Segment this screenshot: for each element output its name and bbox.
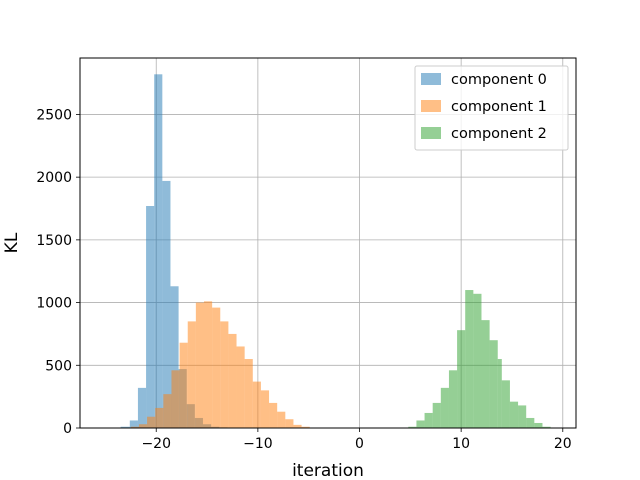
histogram-bar (220, 321, 229, 428)
histogram-bar (138, 424, 148, 428)
histogram-bar (155, 407, 164, 428)
histogram-bar (509, 401, 519, 428)
histogram-bar (408, 426, 417, 428)
legend-label-component-0: component 0 (451, 72, 547, 88)
histogram-bar (285, 419, 294, 428)
legend-frame (414, 65, 569, 151)
histogram-bar (129, 420, 138, 428)
histogram-bars (120, 74, 551, 428)
histogram-bar (147, 416, 156, 428)
y-tick-label: 500 (45, 358, 72, 374)
y-tick-label: 2500 (36, 107, 72, 123)
legend-swatch-component-0 (421, 73, 441, 85)
histogram-bar (120, 426, 130, 428)
y-axis-label: KL (2, 232, 22, 253)
x-tick-label: −10 (243, 436, 273, 452)
histogram-bar (130, 426, 139, 428)
y-tick-label: 1500 (36, 233, 72, 249)
histogram-bar (457, 330, 466, 428)
histogram-bar (171, 370, 180, 428)
x-tick-label: −20 (141, 436, 171, 452)
histogram-bar (448, 370, 458, 428)
histogram-bar (301, 426, 310, 428)
histogram-bar (154, 74, 163, 428)
histogram-bar (481, 320, 490, 428)
y-tick-label: 1000 (36, 296, 72, 312)
legend: component 0 component 1 component 2 (414, 65, 569, 151)
histogram-bar (163, 394, 172, 428)
x-tick-label: 20 (554, 436, 572, 452)
histogram-bar (542, 426, 551, 428)
histogram-bar (518, 405, 527, 428)
axis-ticks: −20 −10 0 10 20 0 500 1000 1500 2000 2500 (36, 107, 571, 452)
x-tick-label: 10 (452, 436, 470, 452)
histogram-bar (252, 381, 261, 428)
legend-label-component-2: component 2 (451, 126, 547, 142)
histogram-bar (195, 302, 204, 428)
histogram-bar (534, 422, 543, 428)
legend-swatch-component-1 (421, 100, 441, 112)
series-2-bars (408, 290, 551, 428)
histogram-bar (473, 293, 482, 428)
histogram-bar (146, 206, 155, 428)
plot-frame (79, 57, 577, 429)
x-tick-label: 0 (355, 436, 364, 452)
legend-swatch-component-2 (421, 127, 441, 139)
histogram-bar (212, 307, 221, 428)
histogram-bar (187, 321, 196, 428)
histogram-bar (236, 346, 245, 428)
histogram-bar (204, 301, 213, 428)
histogram-bar (162, 180, 171, 428)
histogram-bar (465, 290, 474, 428)
x-axis-label: iteration (292, 461, 364, 480)
histogram-bar (501, 380, 510, 428)
histogram-bar (489, 340, 498, 428)
y-tick-label: 2000 (36, 170, 72, 186)
histogram-bar (424, 412, 433, 428)
histogram-bar (432, 402, 441, 428)
histogram-bar (228, 333, 237, 428)
histogram-bar (179, 342, 188, 428)
histogram-bar (170, 286, 179, 428)
histogram-bar (416, 420, 425, 428)
histogram-bar (293, 424, 302, 428)
histogram-bar (526, 417, 535, 428)
histogram-bar (260, 390, 270, 428)
histogram-bar (277, 411, 286, 428)
histogram-bar (244, 359, 253, 428)
legend-label-component-1: component 1 (451, 99, 547, 115)
histogram-bar (137, 387, 147, 428)
histogram-bar (269, 402, 278, 428)
y-tick-label: 0 (63, 421, 72, 437)
histogram-bar (497, 359, 502, 428)
histogram-bar (440, 387, 449, 428)
